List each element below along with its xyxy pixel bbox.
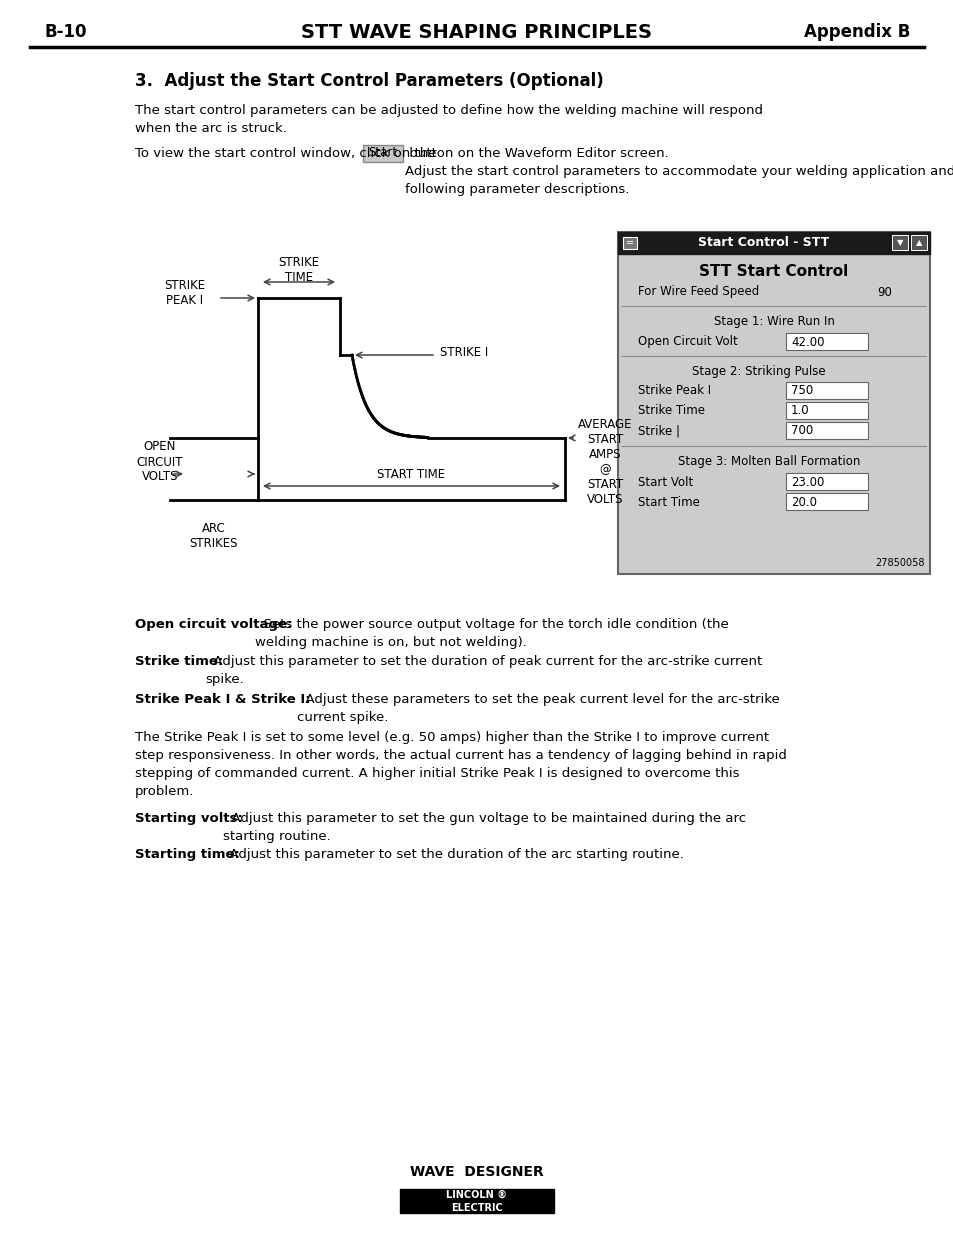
Text: To view the start control window, click on the: To view the start control window, click … <box>135 147 440 161</box>
Text: Adjust this parameter to set the gun voltage to be maintained during the arc
sta: Adjust this parameter to set the gun vol… <box>223 811 745 844</box>
Bar <box>399 1189 554 1213</box>
Text: STRIKE
PEAK I: STRIKE PEAK I <box>164 279 205 308</box>
Text: 1.0: 1.0 <box>790 405 809 417</box>
Text: STT Start Control: STT Start Control <box>699 264 848 279</box>
Bar <box>618 232 929 254</box>
Text: 23.00: 23.00 <box>790 475 823 489</box>
Bar <box>910 235 926 249</box>
Text: 42.00: 42.00 <box>790 336 823 348</box>
Text: =: = <box>625 238 634 248</box>
Text: LINCOLN ®
ELECTRIC: LINCOLN ® ELECTRIC <box>446 1189 507 1213</box>
Bar <box>785 493 867 510</box>
Text: Strike Peak I & Strike I:: Strike Peak I & Strike I: <box>135 693 311 706</box>
Text: ▲: ▲ <box>915 238 922 247</box>
Bar <box>618 232 929 574</box>
Text: ARC
STRIKES: ARC STRIKES <box>190 522 238 550</box>
Bar <box>785 382 867 399</box>
Text: Start Control - STT: Start Control - STT <box>698 236 829 249</box>
Text: STRIKE
TIME: STRIKE TIME <box>278 256 319 284</box>
Text: Sets the power source output voltage for the torch idle condition (the
welding m: Sets the power source output voltage for… <box>254 618 728 650</box>
Text: Strike Time: Strike Time <box>638 405 704 417</box>
Bar <box>785 422 867 438</box>
Bar <box>622 237 637 249</box>
Text: Open Circuit Volt: Open Circuit Volt <box>638 336 737 348</box>
Text: 27850058: 27850058 <box>875 558 924 568</box>
Text: B-10: B-10 <box>45 23 88 41</box>
Text: Start: Start <box>368 147 397 159</box>
Text: The start control parameters can be adjusted to define how the welding machine w: The start control parameters can be adju… <box>135 104 762 135</box>
Text: Strike time:: Strike time: <box>135 655 223 668</box>
Text: Starting volts:: Starting volts: <box>135 811 243 825</box>
Text: START TIME: START TIME <box>376 468 445 480</box>
Text: STRIKE I: STRIKE I <box>439 347 488 359</box>
Text: Appendix B: Appendix B <box>802 23 909 41</box>
Bar <box>785 473 867 490</box>
Bar <box>785 403 867 419</box>
Text: Start Time: Start Time <box>638 495 700 509</box>
Text: Stage 2: Striking Pulse: Stage 2: Striking Pulse <box>692 364 825 378</box>
Text: WAVE  DESIGNER: WAVE DESIGNER <box>410 1165 543 1179</box>
Text: 3.  Adjust the Start Control Parameters (Optional): 3. Adjust the Start Control Parameters (… <box>135 72 603 90</box>
Text: Adjust these parameters to set the peak current level for the arc-strike
current: Adjust these parameters to set the peak … <box>296 693 779 724</box>
Text: AVERAGE
START
AMPS
@
START
VOLTS: AVERAGE START AMPS @ START VOLTS <box>578 417 632 506</box>
Text: 700: 700 <box>790 425 812 437</box>
Text: 90: 90 <box>877 285 891 299</box>
Text: The Strike Peak I is set to some level (e.g. 50 amps) higher than the Strike I t: The Strike Peak I is set to some level (… <box>135 731 786 798</box>
Text: button on the Waveform Editor screen.
Adjust the start control parameters to acc: button on the Waveform Editor screen. Ad… <box>405 147 953 196</box>
Text: Open circuit voltage:: Open circuit voltage: <box>135 618 292 631</box>
Text: Adjust this parameter to set the duration of the arc starting routine.: Adjust this parameter to set the duratio… <box>221 848 683 861</box>
Text: Stage 1: Wire Run In: Stage 1: Wire Run In <box>713 315 834 329</box>
Text: 750: 750 <box>790 384 812 398</box>
Text: STT WAVE SHAPING PRINCIPLES: STT WAVE SHAPING PRINCIPLES <box>301 22 652 42</box>
Text: Strike Peak I: Strike Peak I <box>638 384 710 398</box>
Bar <box>891 235 907 249</box>
Text: ▼: ▼ <box>896 238 902 247</box>
Text: 20.0: 20.0 <box>790 495 816 509</box>
Text: Stage 3: Molten Ball Formation: Stage 3: Molten Ball Formation <box>677 456 860 468</box>
Text: OPEN
CIRCUIT
VOLTS: OPEN CIRCUIT VOLTS <box>136 441 183 483</box>
Bar <box>363 144 402 162</box>
Text: Strike |: Strike | <box>638 425 679 437</box>
Text: For Wire Feed Speed: For Wire Feed Speed <box>638 285 759 299</box>
Text: Adjust this parameter to set the duration of peak current for the arc-strike cur: Adjust this parameter to set the duratio… <box>205 655 761 685</box>
Bar <box>785 333 867 350</box>
Text: Start Volt: Start Volt <box>638 475 693 489</box>
Text: Starting time:: Starting time: <box>135 848 239 861</box>
